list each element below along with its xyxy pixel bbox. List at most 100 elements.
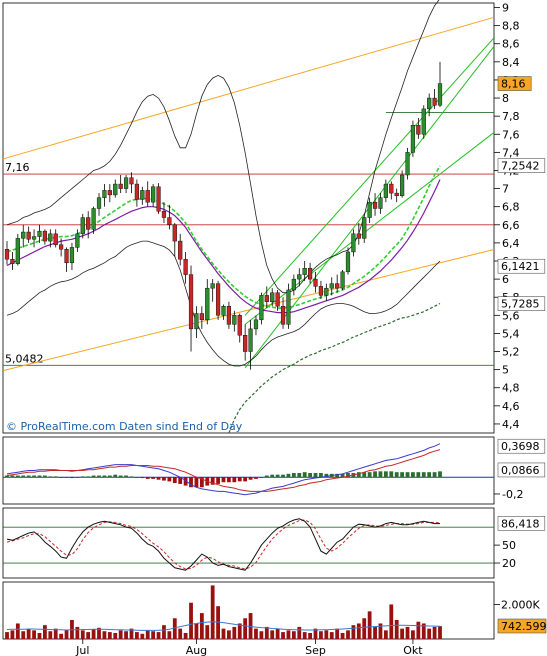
candle-body (21, 231, 26, 239)
macd-histogram-bar (421, 472, 426, 478)
candle-body (356, 233, 361, 239)
macd-histogram-bar (346, 473, 350, 478)
macd-histogram-bar (124, 475, 128, 478)
volume-bar (129, 628, 134, 639)
candle-body (59, 244, 64, 250)
candle-body (205, 287, 210, 321)
volume-bar (438, 626, 442, 639)
macd-histogram-bar (367, 472, 372, 478)
y-tick-label: 8,8 (502, 20, 520, 33)
candle-body (345, 251, 351, 273)
macd-histogram-bar (291, 473, 296, 478)
candle-body (134, 183, 139, 200)
macd-histogram-bar (438, 471, 442, 478)
price-badge: 6,1421 (497, 258, 546, 274)
volume-tick-label: 2.000K (501, 598, 540, 611)
macd-histogram-bar (15, 475, 20, 478)
candle-body (383, 183, 388, 198)
stochastic-badge: 86,418 (497, 516, 546, 531)
orange-trend-line (2, 16, 495, 160)
macd-histogram-bar (411, 472, 415, 478)
volume-bar (145, 630, 150, 639)
volume-bar (248, 613, 253, 639)
macd-histogram-bar (254, 477, 258, 479)
volume-bar (75, 626, 80, 639)
macd-histogram-bar (313, 473, 318, 478)
macd-badge: 0,3698 (497, 438, 546, 454)
badge-box (497, 516, 546, 531)
volume-bar (394, 620, 399, 639)
macd-histogram-bar (383, 471, 388, 478)
y-tick-label: 4,8 (502, 382, 520, 395)
candle-body (264, 295, 269, 302)
volume-bar (432, 626, 437, 639)
watermark: © ProRealTime.com Daten sind End of Day (6, 420, 243, 433)
volume-bar (178, 628, 183, 639)
volume-bar (378, 623, 383, 639)
volume-bar (172, 618, 177, 639)
macd-histogram-bar (183, 477, 188, 486)
volume-bar (313, 628, 318, 639)
candle-body (226, 306, 232, 325)
volume-bar (10, 630, 15, 639)
macd-histogram-bar (308, 473, 312, 478)
boll-upper-line (6, 0, 440, 294)
volume-bar (91, 629, 96, 639)
candle-body (48, 233, 53, 242)
volume-bar (297, 626, 302, 639)
volume-bar (124, 631, 128, 639)
candle-body (259, 295, 264, 321)
macd-histogram-bar (432, 472, 437, 478)
candle-body (253, 319, 259, 330)
y-tick-label: 8 (502, 92, 509, 105)
candle-body (400, 174, 405, 197)
candle-body (140, 190, 145, 200)
candle-body (199, 313, 204, 321)
volume-bar (291, 631, 296, 639)
candle-body (167, 217, 172, 225)
volume-bar (324, 630, 329, 639)
y-tick-label: 7 (502, 183, 509, 196)
candle-body (156, 186, 161, 212)
candle-body (367, 201, 372, 218)
y-tick-label: 8,6 (502, 38, 520, 51)
volume-bar (80, 630, 85, 639)
candle-body (416, 125, 421, 135)
volume-bar (416, 621, 421, 639)
candle-body (75, 233, 80, 248)
macd-signal-line (6, 449, 441, 492)
volume-bar (362, 618, 367, 639)
volume-bar (21, 631, 26, 639)
macd-histogram-bar (59, 477, 64, 478)
x-axis: Jul Aug Sep Okt (75, 639, 423, 656)
candle-body (91, 208, 96, 230)
x-tick-label: Okt (403, 644, 423, 656)
volume-bar (254, 628, 258, 639)
macd-histogram-bar (140, 477, 145, 479)
volume-bar (227, 630, 231, 639)
volume-bar (232, 626, 237, 639)
candle-body (107, 190, 112, 196)
macd-badge: 0,0866 (497, 462, 546, 478)
candle-body (69, 247, 75, 264)
volume-bar (383, 630, 388, 639)
candle-body (232, 315, 237, 325)
volume-bar (107, 632, 112, 639)
volume-bar (421, 623, 426, 639)
macd-histogram-bar (416, 472, 421, 478)
candle-body (237, 315, 242, 336)
candle-body (37, 230, 42, 237)
volume-badge: 742.599 (497, 618, 547, 634)
macd-histogram-bar (297, 473, 302, 478)
candle-body (86, 217, 91, 230)
volume-bar (389, 604, 394, 639)
macd-histogram-bar (91, 475, 96, 478)
macd-histogram-bar (340, 473, 345, 478)
y-tick-label: 8,4 (502, 56, 520, 69)
macd-histogram-bar (5, 475, 9, 478)
volume-bar (59, 633, 64, 639)
candle-body (161, 211, 167, 218)
volume-bar (237, 623, 242, 639)
volume-bar (264, 626, 269, 639)
candle-body (42, 230, 47, 242)
